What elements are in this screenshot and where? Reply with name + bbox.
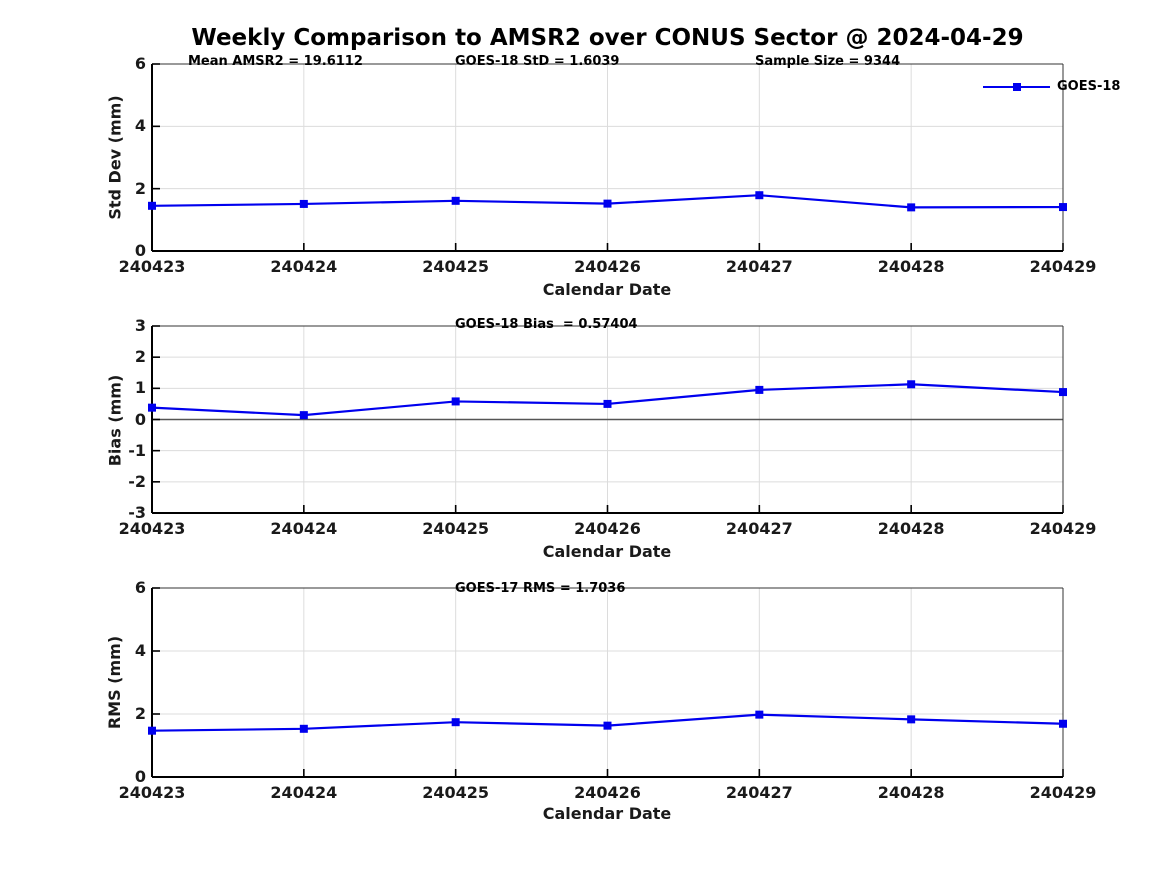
- x-tick-label: 240426: [574, 519, 641, 538]
- x-tick-label: 240428: [877, 783, 945, 802]
- x-tick-label: 240427: [725, 257, 793, 276]
- legend: GOES-18: [983, 79, 1120, 94]
- x-tick-label: 240424: [270, 783, 338, 802]
- y-tick-label: 3: [134, 316, 146, 335]
- y-tick-label: 6: [134, 578, 146, 597]
- y-tick-label: 6: [134, 54, 146, 73]
- y-tick-label: -1: [128, 440, 146, 460]
- y-tick-label: 2: [134, 347, 146, 367]
- annotation-goes18-bias: GOES-18 Bias = 0.57404: [455, 317, 638, 332]
- x-tick-label: 240424: [270, 519, 338, 538]
- x-tick-label: 240427: [725, 783, 793, 802]
- stddev-x-axis-label: Calendar Date: [542, 280, 672, 299]
- y-tick-label: 0: [134, 409, 146, 429]
- rms-x-axis-label: Calendar Date: [542, 804, 672, 823]
- y-tick-label: 4: [134, 641, 146, 660]
- figure-title: Weekly Comparison to AMSR2 over CONUS Se…: [191, 25, 1024, 51]
- legend-label: GOES-18: [1057, 79, 1121, 94]
- y-tick-label: 1: [134, 378, 146, 398]
- x-tick-label: 240423: [118, 519, 186, 538]
- x-tick-label: 240425: [422, 783, 490, 802]
- x-tick-label: 240426: [574, 257, 641, 276]
- x-tick-label: 240425: [422, 257, 490, 276]
- y-tick-label: 0: [134, 767, 146, 786]
- x-tick-label: 240423: [118, 257, 186, 276]
- legend-square-marker-icon: [1012, 82, 1021, 91]
- x-tick-label: 240429: [1029, 519, 1097, 538]
- legend-line-sample: [983, 82, 1050, 91]
- bias-x-axis-label: Calendar Date: [542, 542, 672, 561]
- y-tick-label: -3: [128, 503, 146, 522]
- stddev-y-axis-label-text: Std Dev (mm): [105, 94, 125, 220]
- y-tick-label: -2: [128, 471, 146, 491]
- annotation-goes18-std: GOES-18 StD = 1.6039: [455, 54, 620, 69]
- y-tick-label: 4: [134, 116, 146, 136]
- x-tick-label: 240426: [574, 783, 641, 802]
- x-tick-label: 240427: [725, 519, 793, 538]
- annotation-sample-size: Sample Size = 9344: [755, 54, 901, 69]
- x-tick-label: 240429: [1029, 257, 1097, 276]
- x-tick-label: 240423: [118, 783, 186, 802]
- y-tick-label: 2: [134, 178, 146, 198]
- y-tick-label: 2: [134, 704, 146, 723]
- x-tick-label: 240428: [877, 519, 945, 538]
- y-tick-label: 0: [134, 241, 146, 260]
- annotation-goes17-rms: GOES-17 RMS = 1.7036: [455, 581, 626, 596]
- x-tick-label: 240428: [877, 257, 945, 276]
- x-tick-label: 240425: [422, 519, 490, 538]
- x-tick-label: 240429: [1029, 783, 1097, 802]
- annotation-mean-amsr2: Mean AMSR2 = 19.6112: [188, 54, 363, 69]
- x-tick-label: 240424: [270, 257, 338, 276]
